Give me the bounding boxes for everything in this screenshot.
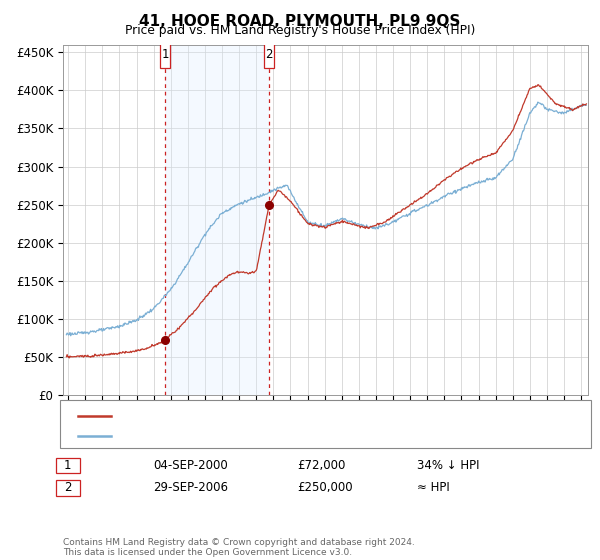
- Text: 34% ↓ HPI: 34% ↓ HPI: [417, 459, 479, 472]
- Text: HPI: Average price, detached house, City of Plymouth: HPI: Average price, detached house, City…: [117, 431, 410, 441]
- Text: Price paid vs. HM Land Registry's House Price Index (HPI): Price paid vs. HM Land Registry's House …: [125, 24, 475, 37]
- Text: 1: 1: [161, 48, 169, 61]
- Bar: [165, 45, 269, 395]
- FancyBboxPatch shape: [265, 41, 274, 68]
- Text: 2: 2: [265, 48, 273, 61]
- Text: 04-SEP-2000: 04-SEP-2000: [153, 459, 228, 472]
- Text: 1: 1: [64, 459, 71, 472]
- FancyBboxPatch shape: [160, 41, 170, 68]
- Text: Contains HM Land Registry data © Crown copyright and database right 2024.
This d: Contains HM Land Registry data © Crown c…: [63, 538, 415, 557]
- Text: £250,000: £250,000: [297, 481, 353, 494]
- Text: 41, HOOE ROAD, PLYMOUTH, PL9 9QS (detached house): 41, HOOE ROAD, PLYMOUTH, PL9 9QS (detach…: [117, 411, 423, 421]
- Text: 29-SEP-2006: 29-SEP-2006: [153, 481, 228, 494]
- Text: 2: 2: [64, 481, 71, 494]
- Text: ≈ HPI: ≈ HPI: [417, 481, 450, 494]
- Text: 41, HOOE ROAD, PLYMOUTH, PL9 9QS: 41, HOOE ROAD, PLYMOUTH, PL9 9QS: [139, 14, 461, 29]
- Text: £72,000: £72,000: [297, 459, 346, 472]
